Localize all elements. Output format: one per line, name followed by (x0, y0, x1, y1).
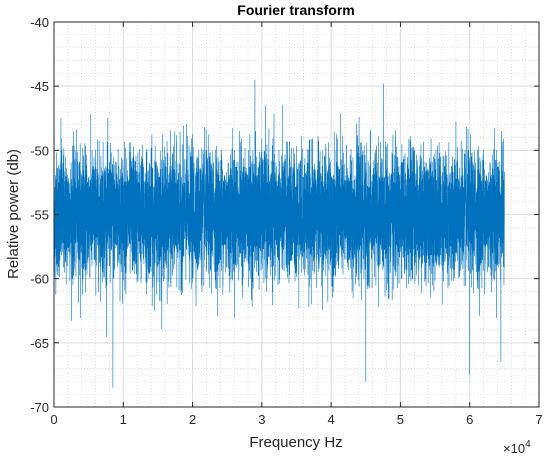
x-axis-title: Frequency Hz (249, 434, 342, 451)
x-tick-label: 4 (328, 412, 335, 427)
y-tick-label: -40 (30, 15, 49, 30)
x-tick-label: 2 (189, 412, 196, 427)
y-tick-label: -65 (30, 336, 49, 351)
x-exponent-label: ×104 (503, 439, 531, 456)
x-exponent-power: 4 (525, 439, 531, 450)
series-fft-line (53, 79, 505, 388)
x-exponent-base: ×10 (503, 441, 525, 456)
chart-title: Fourier transform (237, 2, 354, 18)
x-tick-label: 1 (120, 412, 127, 427)
tick-marks (53, 21, 540, 408)
x-tick-label: 7 (535, 412, 542, 427)
y-tick-label: -60 (30, 272, 49, 287)
x-tick-labels: 0 1 2 3 4 5 6 7 (50, 412, 542, 427)
y-tick-label: -45 (30, 79, 49, 94)
x-tick-label: 0 (50, 412, 57, 427)
x-tick-label: 6 (466, 412, 473, 427)
y-tick-label: -50 (30, 143, 49, 158)
y-tick-label: -70 (30, 400, 49, 415)
x-tick-label: 5 (397, 412, 404, 427)
y-tick-labels: -70 -65 -60 -55 -50 -45 -40 (30, 15, 49, 415)
y-axis-title: Relative power (db) (5, 149, 22, 279)
x-tick-label: 3 (258, 412, 265, 427)
y-tick-label: -55 (30, 208, 49, 223)
series-line (53, 79, 505, 388)
